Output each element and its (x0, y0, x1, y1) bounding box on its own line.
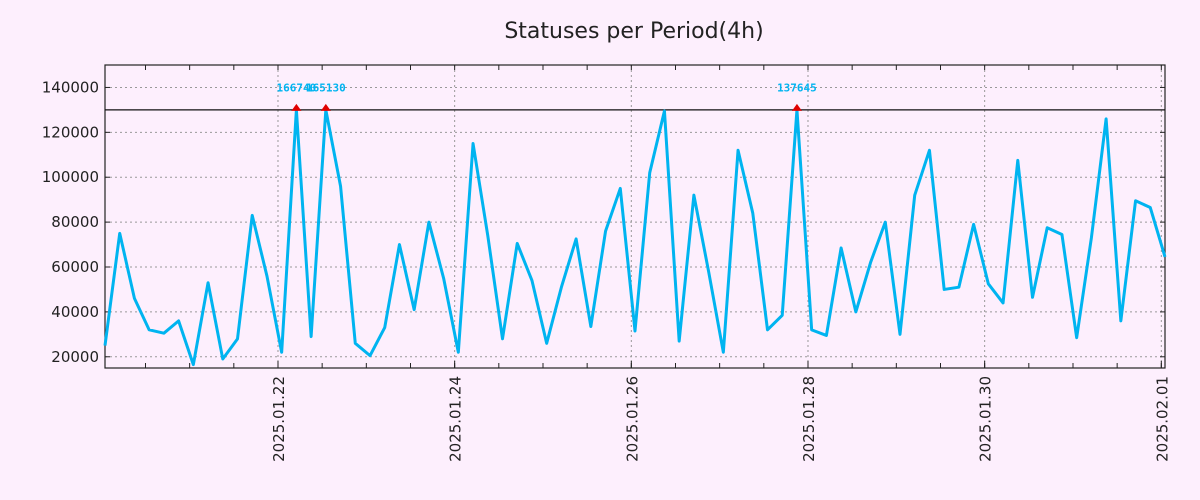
x-tick-label: 2025.01.26 (623, 376, 641, 462)
y-tick-label: 140000 (42, 78, 99, 96)
x-tick-label: 2025.02.01 (1153, 376, 1171, 462)
series-line (103, 108, 1167, 367)
chart-title: Statuses per Period(4h) (504, 19, 763, 44)
annotation-label: 137645 (777, 81, 817, 94)
axes: 20000 40000 60000 80000 100000 120000 140000 20… (42, 64, 1171, 462)
annotation-label: 165130 (306, 81, 346, 94)
plot-frame (104, 64, 1166, 369)
y-tick-label: 80000 (51, 213, 99, 231)
x-tick-label: 2025.01.30 (977, 376, 995, 462)
capped-marker (291, 103, 302, 111)
annotation-label: 166740 (277, 81, 317, 94)
y-tick-label: 100000 (42, 168, 99, 186)
y-tick-label: 40000 (51, 303, 99, 321)
y-tick-label: 120000 (42, 123, 99, 141)
x-tick-label: 2025.01.22 (270, 376, 288, 462)
grid (105, 65, 1165, 368)
y-tick-label: 20000 (51, 348, 99, 366)
capped-marker (320, 103, 331, 111)
x-tick-label: 2025.01.28 (800, 376, 818, 462)
series (103, 108, 1167, 367)
capped-marker (791, 103, 802, 111)
x-tick-label: 2025.01.24 (447, 376, 465, 462)
y-tick-label: 60000 (51, 258, 99, 276)
